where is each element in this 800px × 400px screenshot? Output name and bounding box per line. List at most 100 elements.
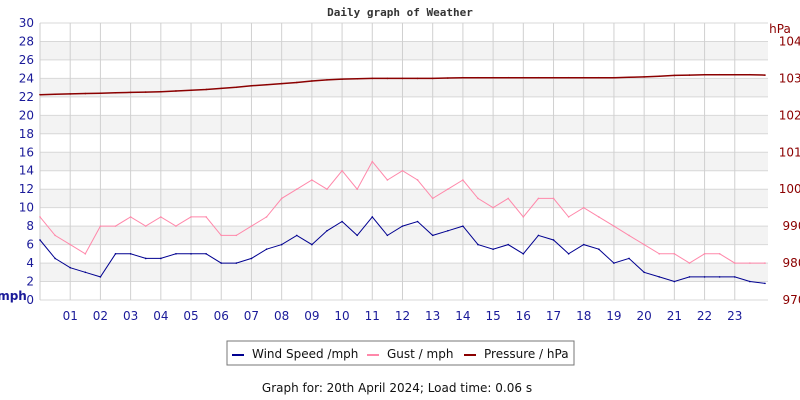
pressure-point [703,73,706,76]
wind-speed-point [129,253,132,255]
x-tick-label: 21 [667,309,682,323]
gust-point [371,160,374,163]
gust-point [416,179,419,181]
wind-speed-point [703,276,706,278]
left-tick-label: 26 [19,53,34,67]
wind-speed-point [643,271,645,274]
gust-point [190,216,192,218]
wind-speed-point [54,257,56,260]
pressure-point [567,76,570,79]
gust-point [764,262,766,264]
pressure-point [39,93,41,96]
pressure-point [311,80,313,82]
x-tick-label: 09 [304,309,319,323]
wind-speed-point [673,280,676,283]
pressure-point [477,76,479,79]
x-tick-label: 06 [214,309,229,323]
x-tick-label: 19 [606,309,621,323]
wind-speed-point [356,234,358,237]
gust-point [205,216,207,218]
wind-speed-point [371,216,374,218]
grid-band [40,78,768,97]
x-tick-label: 12 [395,309,410,323]
wind-speed-point [220,262,223,264]
left-tick-label: 6 [26,238,34,252]
pressure-point [431,77,434,80]
wind-speed-point [507,243,510,246]
gust-point [582,206,585,209]
gust-point [492,206,494,209]
grid-band [40,115,768,134]
x-tick-label: 05 [183,309,198,323]
wind-speed-point [733,276,736,278]
gust-point [567,216,570,218]
pressure-point [628,76,630,79]
x-tick-label: 13 [425,309,440,323]
pressure-point [552,76,555,79]
pressure-point [250,84,253,87]
pressure-point [144,91,147,93]
wind-speed-point [567,253,570,255]
x-tick-label: 18 [576,309,591,323]
pressure-point [341,78,343,80]
gust-point [311,179,313,181]
pressure-point [129,91,132,94]
pressure-point [613,76,615,79]
footer-text: Graph for: 20th April 2024; Load time: 0… [262,381,532,395]
left-tick-label: 28 [19,34,34,48]
pressure-point [356,77,358,80]
gust-point [99,225,102,227]
x-tick-label: 14 [455,309,470,323]
legend-pressure: Pressure / hPa [484,347,569,361]
x-tick-label: 02 [93,309,108,323]
gust-point [537,197,540,200]
left-tick-label: 12 [19,182,34,196]
wind-speed-point [99,276,102,278]
left-axis-label: mph [0,289,27,303]
pressure-point [658,75,661,77]
wind-speed-point [311,243,313,246]
wind-speed-point [416,220,419,223]
legend-swatch-gust [367,354,379,356]
gust-point [598,216,600,218]
gust-point [431,197,434,200]
x-tick-label: 23 [727,309,742,323]
gust-point [144,225,147,227]
wind-speed-point [401,225,404,227]
pressure-point [643,76,645,78]
legend-swatch-wind [232,354,244,356]
wind-speed-point [628,257,630,260]
wind-speed-point [688,276,691,278]
wind-speed-point [749,280,751,283]
gust-point [733,262,736,264]
right-tick-label: 970 [783,293,800,307]
pressure-point [598,76,600,79]
pressure-point [280,82,283,85]
x-tick-label: 20 [637,309,652,323]
pressure-point [507,76,510,79]
pressure-point [114,92,117,94]
wind-speed-point [250,257,253,260]
wind-speed-point [447,229,449,232]
grid-band [40,263,768,282]
pressure-point [84,92,87,95]
right-axis-label: hPa [769,22,791,36]
wind-speed-point [341,220,343,223]
left-tick-label: 10 [19,201,34,215]
wind-speed-point [114,253,117,255]
left-tick-label: 20 [19,108,34,122]
left-tick-label: 24 [19,71,34,85]
gust-point [507,197,510,200]
gust-point [658,253,661,255]
wind-speed-point [235,262,238,264]
wind-speed-point [462,225,464,227]
gust-point [673,253,676,255]
grid-band [40,226,768,245]
gust-point [401,169,404,172]
right-tick-label: 1030 [779,71,800,85]
wind-speed-point [764,282,766,285]
left-tick-label: 22 [19,90,34,104]
gust-point [447,188,449,190]
pressure-point [99,92,102,94]
grid-band [40,41,768,60]
